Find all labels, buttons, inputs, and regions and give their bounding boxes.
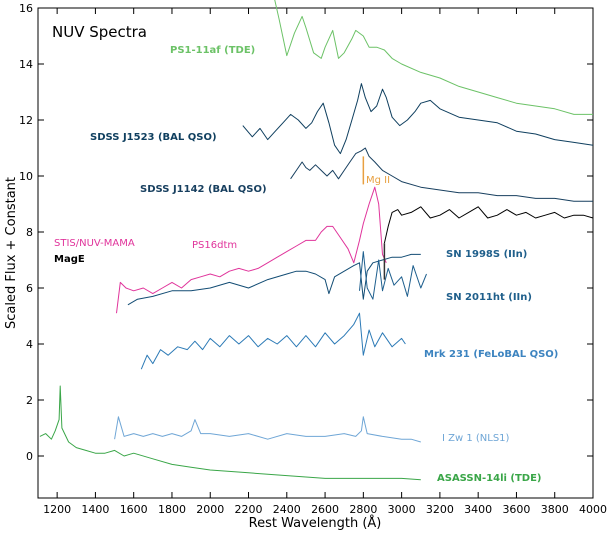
label-mgii: Mg II	[366, 175, 390, 186]
y-tick-label: 6	[26, 282, 33, 295]
y-tick-label: 14	[19, 58, 33, 71]
x-tick-label: 1400	[81, 503, 109, 516]
label-ps16dtm: PS16dtm	[192, 240, 237, 251]
x-tick-label: 3200	[426, 503, 454, 516]
label-stis-nuv-mama: STIS/NUV-MAMA	[54, 238, 135, 249]
marker-layer	[362, 156, 386, 280]
series-line-ps1-11af-tde	[274, 0, 593, 115]
label-sdss-j1523: SDSS J1523 (BAL QSO)	[90, 132, 217, 143]
label-mrk231: Mrk 231 (FeLoBAL QSO)	[424, 349, 558, 360]
y-tick-label: 10	[19, 170, 33, 183]
label-asassn-14li: ASASSN-14li (TDE)	[437, 473, 542, 484]
y-tick-label: 12	[19, 114, 33, 127]
x-axis-title: Rest Wavelength (Å)	[249, 515, 382, 531]
x-tick-label: 2200	[235, 503, 263, 516]
label-sdss-j1142: SDSS J1142 (BAL QSO)	[140, 184, 267, 195]
y-tick-label: 16	[19, 2, 33, 15]
y-tick-label: 8	[26, 226, 33, 239]
label-sn2011ht: SN 2011ht (IIn)	[446, 292, 532, 303]
x-tick-label: 3600	[502, 503, 530, 516]
label-izw1: I Zw 1 (NLS1)	[442, 433, 510, 444]
series-line-sn-2011ht-iin	[359, 251, 427, 300]
series-line-mage	[383, 206, 594, 244]
x-tick-label: 3400	[464, 503, 492, 516]
plot-area	[37, 7, 594, 499]
y-axis-title: Scaled Flux + Constant	[4, 177, 19, 329]
series-line-mrk-231-felobal-qso	[140, 312, 406, 370]
series-line-sdss-j1523-bal-qso	[242, 83, 594, 155]
x-tick-label: 4000	[579, 503, 607, 516]
series-line-asassn-14li-tde	[39, 385, 421, 481]
x-tick-label: 2400	[273, 503, 301, 516]
x-tick-label: 3000	[388, 503, 416, 516]
chart-title: NUV Spectra	[52, 23, 147, 41]
series-line-sdss-j1142-bal-qso	[290, 147, 593, 202]
x-tick-label: 2000	[196, 503, 224, 516]
label-sn1998s: SN 1998S (IIn)	[446, 249, 527, 260]
label-mage: MagE	[54, 254, 85, 265]
x-tick-label: 1800	[158, 503, 186, 516]
x-tick-label: 1600	[120, 503, 148, 516]
series-line-stis-nuv-mama	[116, 186, 387, 314]
series-line-i-zw-1-nls1	[114, 416, 421, 443]
y-tick-label: 4	[26, 338, 33, 351]
tick-layer: 1200 1400 1600 1800 2000 2200 2400 2600 2800 3000…	[19, 2, 607, 516]
x-tick-label: 2800	[349, 503, 377, 516]
x-tick-label: 2600	[311, 503, 339, 516]
y-tick-label: 2	[26, 394, 33, 407]
x-tick-label: 3800	[541, 503, 569, 516]
x-tick-label: 1200	[43, 503, 71, 516]
label-ps1-11af: PS1-11af (TDE)	[170, 45, 255, 56]
y-tick-label: 0	[26, 450, 33, 463]
series-layer	[39, 0, 594, 481]
